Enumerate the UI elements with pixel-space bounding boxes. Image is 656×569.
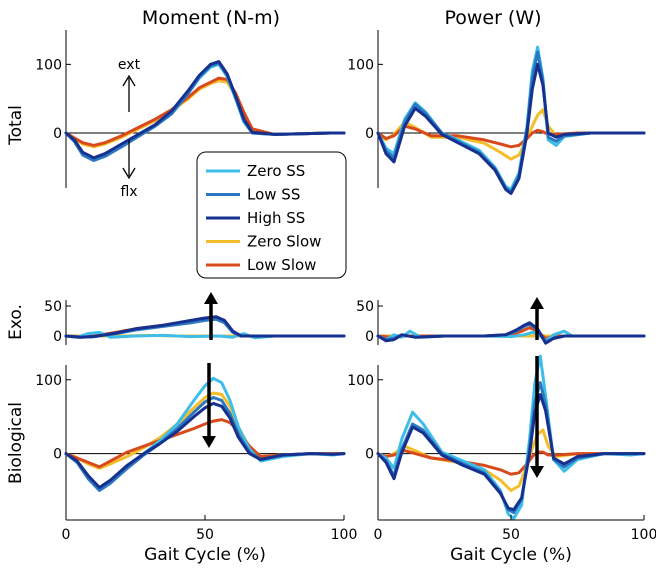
flx-label: flx <box>120 184 137 200</box>
series-line-low-ss <box>64 61 346 162</box>
y-tick-label: 100 <box>347 373 374 389</box>
x-tick-label: 100 <box>631 527 656 543</box>
y-tick-label: 0 <box>365 329 374 345</box>
series-line-low-ss <box>64 396 346 492</box>
col-title-moment: Moment (N-m) <box>142 7 280 29</box>
x-tick-label: 0 <box>374 527 383 543</box>
x-axis-label: Gait Cycle (%) <box>450 545 572 565</box>
y-tick-label: 0 <box>365 447 374 463</box>
series-line-high-ss <box>64 401 346 489</box>
panel-0: 0 100 <box>35 30 346 188</box>
x-axis-label: Gait Cycle (%) <box>144 545 266 565</box>
row-label-total: Total <box>6 105 26 146</box>
panel-2: 0 50 <box>44 299 346 345</box>
change-arrows <box>202 292 544 478</box>
change-arrowhead-icon <box>530 466 544 478</box>
legend-label: Zero SS <box>247 162 305 180</box>
legend-items: Zero SS Low SS High SS Zero Slow Low Slow <box>206 162 321 274</box>
series-line-low-slow <box>64 418 346 469</box>
x-tick-label: 100 <box>331 527 358 543</box>
series-line-zero-slow <box>64 79 346 149</box>
series-line-zero-slow <box>376 428 646 492</box>
y-tick-label: 50 <box>356 299 374 315</box>
change-arrowhead-icon <box>204 292 218 304</box>
panel-4: 0 100 0 50 100 Gait Cycle (%) <box>35 365 357 565</box>
panel-5: 0 100 0 50 100 Gait Cycle (%) <box>347 354 656 565</box>
series-line-high-ss <box>376 62 646 195</box>
row-label-biological: Biological <box>6 402 26 484</box>
col-title-power: Power (W) <box>444 7 541 29</box>
series-line-low-slow <box>376 124 646 149</box>
change-arrowhead-icon <box>202 436 216 448</box>
ext-flx-annotation: ext flx <box>118 57 141 200</box>
ext-label: ext <box>118 57 141 73</box>
row-label-exo: Exo. <box>6 304 26 340</box>
series-line-low-ss <box>376 381 646 515</box>
y-tick-label: 50 <box>44 299 62 315</box>
series-line-low-slow <box>64 76 346 147</box>
y-tick-label: 0 <box>53 126 62 142</box>
series-line-zero-ss <box>376 45 646 191</box>
series-line-high-ss <box>376 321 646 345</box>
series-line-zero-slow <box>64 391 346 470</box>
y-tick-label: 100 <box>35 57 62 73</box>
y-tick-label: 0 <box>53 447 62 463</box>
series-line-zero-ss <box>376 354 646 520</box>
y-tick-label: 100 <box>35 373 62 389</box>
legend-label: High SS <box>247 209 305 227</box>
panel-1: 0 100 <box>347 30 646 195</box>
series-line-low-slow <box>376 449 646 476</box>
series-line-zero-ss <box>64 62 346 161</box>
x-tick-label: 50 <box>502 527 520 543</box>
series-line-high-ss <box>376 393 646 512</box>
series-line-high-ss <box>64 315 346 339</box>
series-line-zero-ss <box>64 376 346 491</box>
series-line-high-ss <box>64 60 346 160</box>
panel-3: 0 50 <box>356 299 646 345</box>
legend-box <box>196 151 347 279</box>
legend-label: Low Slow <box>247 256 316 274</box>
flx-arrow-icon <box>122 167 136 180</box>
y-tick-label: 0 <box>53 329 62 345</box>
x-tick-label: 50 <box>196 527 214 543</box>
x-tick-label: 0 <box>62 527 71 543</box>
ext-arrow-icon <box>122 74 136 87</box>
y-tick-label: 100 <box>347 57 374 73</box>
legend-label: Zero Slow <box>247 233 321 251</box>
legend: Zero SS Low SS High SS Zero Slow Low Slow <box>196 151 347 279</box>
y-tick-label: 0 <box>365 126 374 142</box>
series-line-low-ss <box>376 50 646 194</box>
legend-label: Low SS <box>247 186 300 204</box>
change-arrowhead-icon <box>530 297 544 309</box>
